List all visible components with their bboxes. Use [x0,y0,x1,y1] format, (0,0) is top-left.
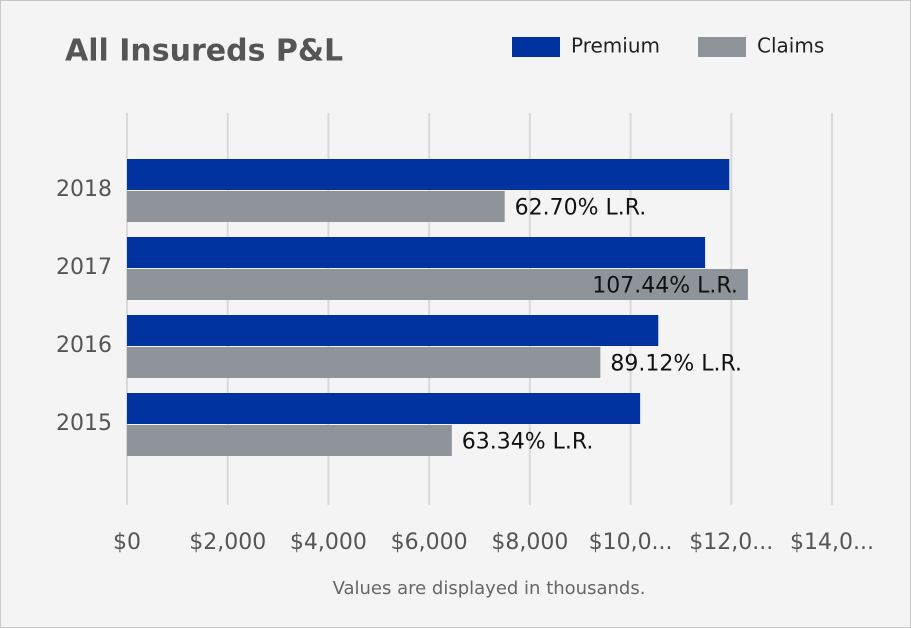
legend-swatch [512,37,560,57]
x-tick-label: $4,000 [290,530,367,555]
bar [127,393,641,424]
bar [127,347,601,378]
bar-annotation: 107.44% L.R. [592,274,738,299]
legend-label: Claims [757,34,824,58]
bar [127,269,748,300]
x-tick-label: $6,000 [391,530,468,555]
x-tick-label: $12,0... [689,530,773,555]
bar-annotation: 89.12% L.R. [610,352,742,377]
y-tick-label: 2017 [56,255,112,280]
bar [127,159,730,190]
x-tick-label: $8,000 [491,530,568,555]
legend-label: Premium [571,34,660,58]
bars [127,159,748,456]
y-tick-label: 2016 [56,333,112,358]
bar [127,425,452,456]
bar-annotation: 63.34% L.R. [462,430,594,455]
bar [127,315,659,346]
bar-annotation: 62.70% L.R. [515,196,647,221]
legend-swatch [698,37,746,57]
x-tick-label: $2,000 [189,530,266,555]
bar [127,237,706,268]
chart-subtitle: Values are displayed in thousands. [333,578,646,599]
x-tick-label: $14,0... [790,530,874,555]
chart-title: All Insureds P&L [65,34,343,69]
y-tick-label: 2015 [56,411,112,436]
bar [127,191,505,222]
x-tick-label: $0 [113,530,141,555]
labels: $0 $2,000 $4,000 $6,000 $8,000 $10,0... $12,0.… [56,177,874,555]
y-tick-label: 2018 [56,177,112,202]
x-tick-label: $10,0... [589,530,673,555]
